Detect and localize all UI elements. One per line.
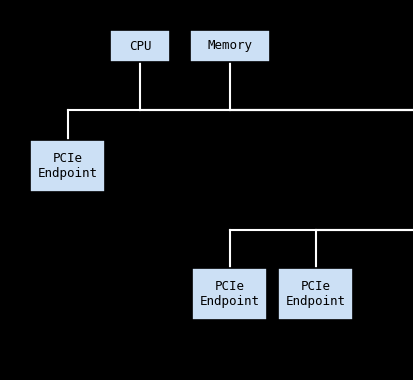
FancyBboxPatch shape	[278, 268, 353, 320]
FancyBboxPatch shape	[110, 30, 170, 62]
Text: PCIe
Endpoint: PCIe Endpoint	[285, 280, 346, 309]
FancyBboxPatch shape	[30, 140, 105, 192]
Text: PCIe
Endpoint: PCIe Endpoint	[199, 280, 259, 309]
FancyBboxPatch shape	[190, 30, 270, 62]
Text: PCIe
Endpoint: PCIe Endpoint	[38, 152, 97, 180]
Text: CPU: CPU	[129, 40, 151, 52]
Text: Memory: Memory	[207, 40, 252, 52]
FancyBboxPatch shape	[192, 268, 267, 320]
